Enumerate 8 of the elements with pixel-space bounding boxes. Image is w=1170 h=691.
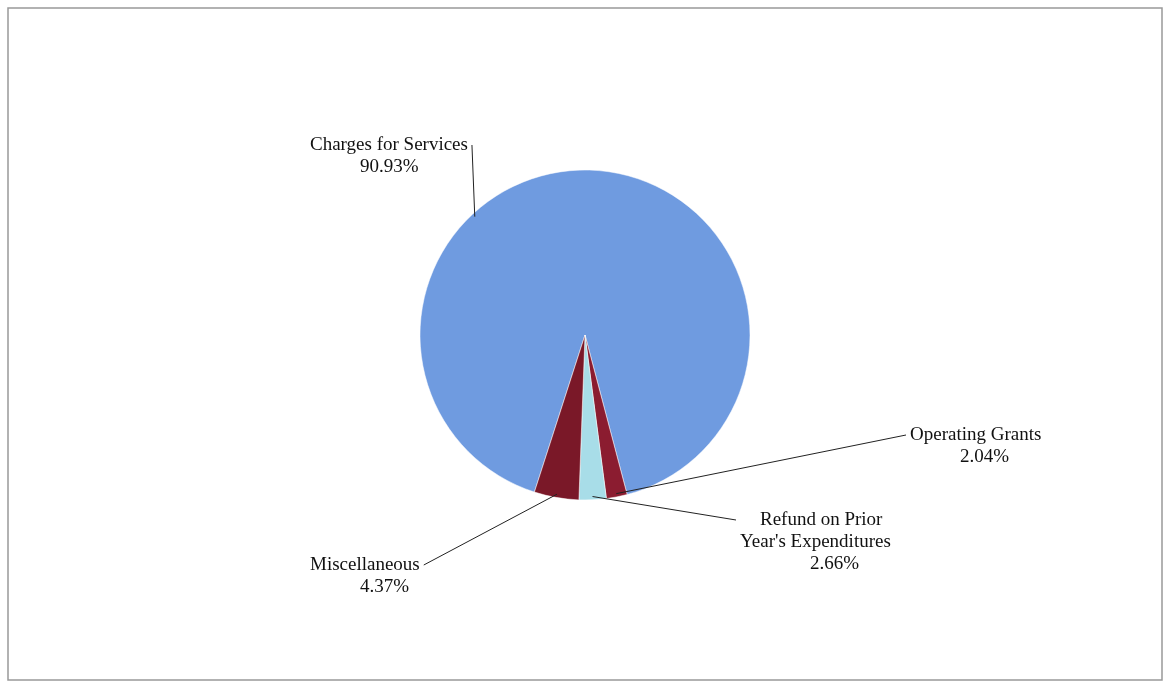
slice-label: Charges for Services [310,133,468,154]
slice-label: Operating Grants [910,423,1042,444]
data-label: 2.66% [810,552,860,573]
data-label: 2.04% [960,445,1010,466]
data-label: 4.37% [360,575,410,596]
slice-label: Miscellaneous [310,553,420,574]
data-label: 90.93% [360,155,419,176]
slice-label: Refund on Prior Year's Expenditures [740,508,891,551]
